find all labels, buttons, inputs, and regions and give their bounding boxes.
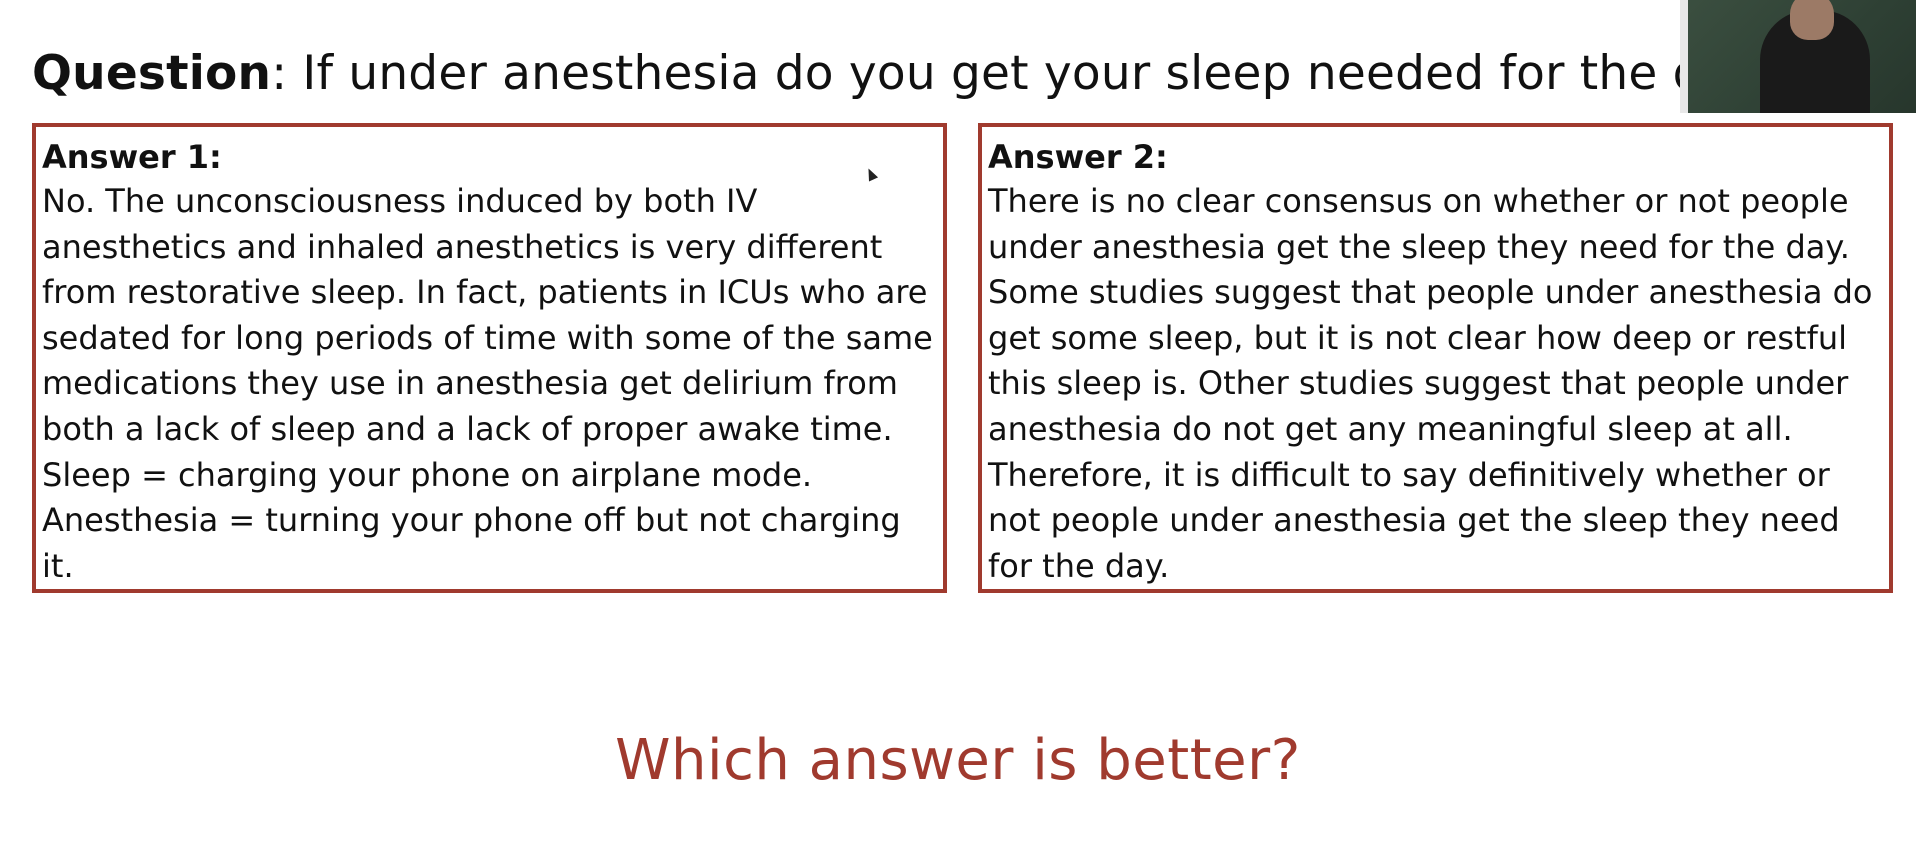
question-label: Question [32, 46, 272, 101]
answer-2-box: Answer 2: There is no clear consensus on… [978, 123, 1893, 593]
webcam-video-overlay [1680, 0, 1916, 113]
which-answer-prompt: Which answer is better? [615, 728, 1301, 793]
answer-2-title: Answer 2: [988, 138, 1168, 176]
question-text: : If under anesthesia do you get your sl… [271, 46, 1785, 101]
question-heading: Question: If under anesthesia do you get… [32, 44, 1785, 104]
answer-1-box: Answer 1: No. The unconsciousness induce… [32, 123, 947, 593]
answer-1-text: No. The unconsciousness induced by both … [42, 182, 933, 585]
answer-1-title: Answer 1: [42, 138, 222, 176]
answer-2-text: There is no clear consensus on whether o… [988, 182, 1873, 585]
webcam-frame-edge [1680, 0, 1688, 113]
presenter-head [1790, 0, 1834, 40]
